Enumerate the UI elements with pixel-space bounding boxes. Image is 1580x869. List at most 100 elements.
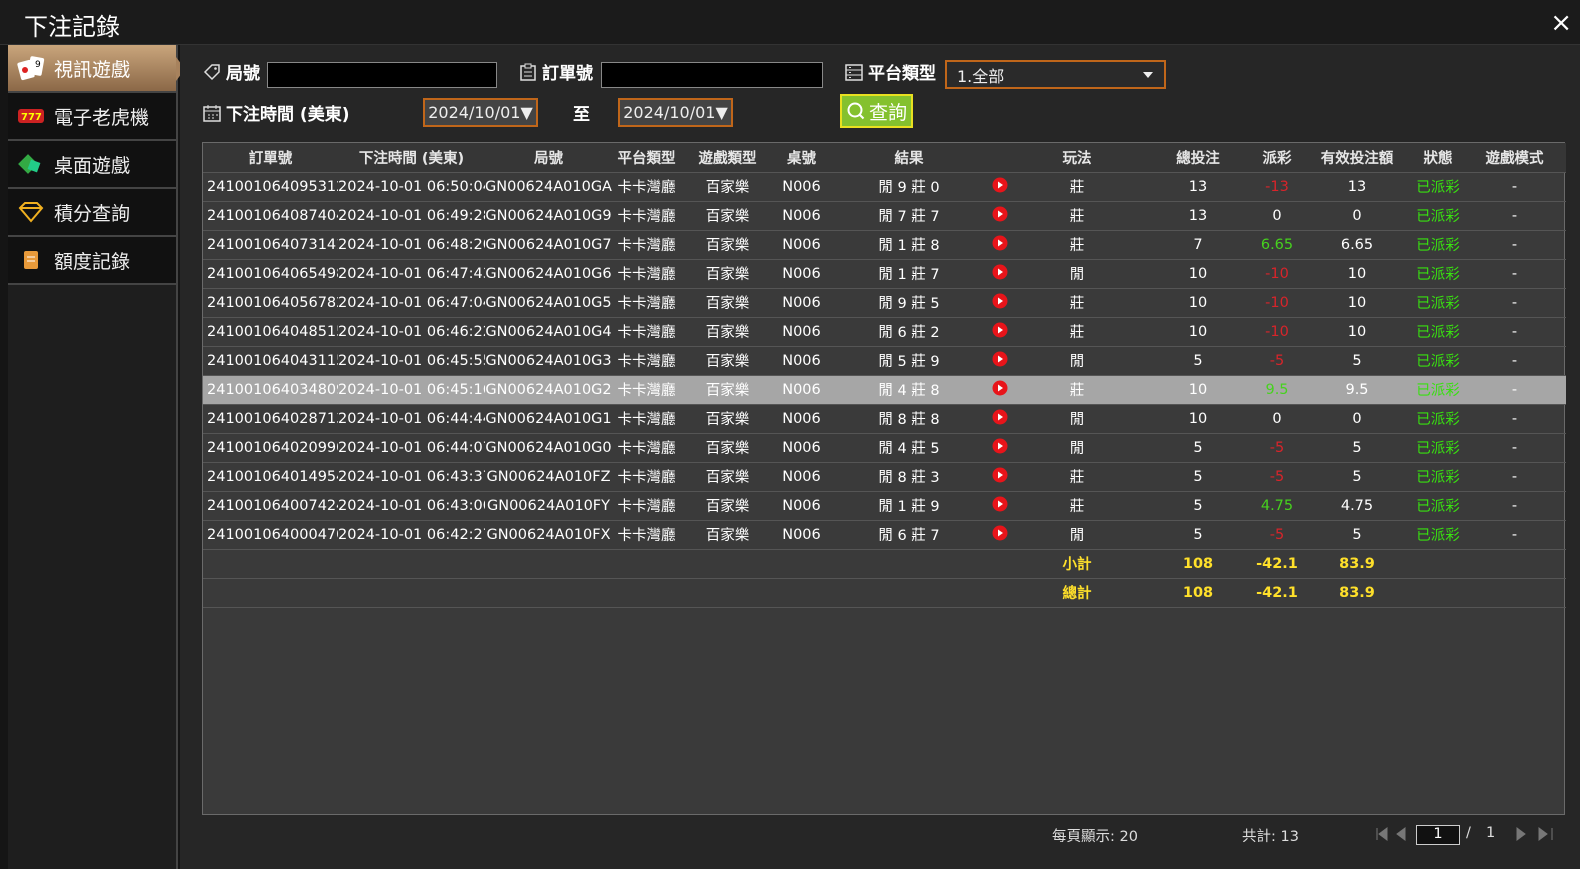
table-cell: 241001064056782 <box>203 288 338 318</box>
table-cell: 已派彩 <box>1413 491 1463 521</box>
sidebar-item[interactable]: 777 電子老虎機 <box>8 93 176 141</box>
table-cell: 閒 6 莊 7 <box>829 520 989 550</box>
table-cell: 百家樂 <box>681 172 774 202</box>
table-cell: 百家樂 <box>681 259 774 289</box>
table-cell: 241001064065498 <box>203 259 338 289</box>
table-cell: 閒 8 莊 8 <box>829 404 989 434</box>
table-cell: 卡卡灣廳 <box>612 230 681 260</box>
sidebar-item[interactable]: 桌面遊戲 <box>8 141 176 189</box>
table-cell: 0 <box>1301 404 1413 434</box>
play-icon[interactable] <box>992 293 1008 309</box>
table-cell: 2024-10-01 06:42:27 <box>338 520 485 550</box>
table-cell: - <box>1463 433 1566 463</box>
table-cell: 9.5 <box>1253 375 1301 405</box>
play-icon[interactable] <box>992 322 1008 338</box>
table-row: 241001064087404 2024-10-01 06:49:28 GN0062… <box>203 201 1566 231</box>
play-icon[interactable] <box>992 206 1008 222</box>
play-icon[interactable] <box>992 264 1008 280</box>
round-input[interactable] <box>267 62 497 88</box>
order-input[interactable] <box>601 62 823 88</box>
item-icon: 9 <box>17 56 45 81</box>
table-cell: 2024-10-01 06:47:43 <box>338 259 485 289</box>
total-label: 總計 <box>1011 578 1143 608</box>
play-video-cell <box>989 404 1011 434</box>
table-cell: N006 <box>774 201 829 231</box>
play-icon[interactable] <box>992 525 1008 541</box>
table-cell: 已派彩 <box>1413 462 1463 492</box>
table-cell: 4.75 <box>1301 491 1413 521</box>
table-cell: 6.65 <box>1253 230 1301 260</box>
table-cell: 10 <box>1143 317 1253 347</box>
total-row: 總計 108 -42.1 83.9 <box>203 578 1566 608</box>
table-cell: 卡卡灣廳 <box>612 491 681 521</box>
page-separator: / <box>1466 825 1471 841</box>
table-cell: GN00624A010FZ <box>485 462 612 492</box>
prev-buttons[interactable] <box>1375 826 1415 842</box>
next-buttons[interactable] <box>1515 826 1555 842</box>
query-button[interactable]: 查詢 <box>840 94 913 128</box>
play-icon[interactable] <box>992 467 1008 483</box>
play-icon[interactable] <box>992 235 1008 251</box>
item-text: 視訊遊戲 <box>54 58 131 81</box>
play-icon[interactable] <box>992 380 1008 396</box>
table-cell: 卡卡灣廳 <box>612 172 681 202</box>
play-video-cell <box>989 172 1011 202</box>
table-cell: 莊 <box>1011 317 1143 347</box>
play-video-cell <box>989 433 1011 463</box>
window-title: 下注記錄 <box>24 13 120 41</box>
table-row: 241001064065498 2024-10-01 06:47:43 GN0062… <box>203 259 1566 289</box>
sidebar-item[interactable]: 積分查詢 <box>8 189 176 237</box>
table-cell: 莊 <box>1011 491 1143 521</box>
table-cell: 5 <box>1143 433 1253 463</box>
item-text: 積分查詢 <box>54 202 131 225</box>
total-payout: -42.1 <box>1253 578 1301 608</box>
play-icon[interactable] <box>992 351 1008 367</box>
table-cell: 2024-10-01 06:46:22 <box>338 317 485 347</box>
table-cell: -10 <box>1253 259 1301 289</box>
sidebar-item[interactable]: 額度記錄 <box>8 237 176 285</box>
play-icon[interactable] <box>992 438 1008 454</box>
blank-cell <box>1413 578 1566 608</box>
play-icon[interactable] <box>992 409 1008 425</box>
column-header: 局號 <box>485 143 612 173</box>
page-input[interactable]: 1 <box>1416 825 1460 845</box>
table-cell: 卡卡灣廳 <box>612 346 681 376</box>
sidebar: 9 視訊遊戲 777 電子老虎機 桌面遊戲積分查詢額度記錄 <box>8 45 185 869</box>
table-cell: 百家樂 <box>681 288 774 318</box>
table-cell: 2024-10-01 06:43:37 <box>338 462 485 492</box>
table-cell: 已派彩 <box>1413 433 1463 463</box>
platform-label: 平台類型 <box>844 59 936 84</box>
item-text: 電子老虎機 <box>54 106 150 129</box>
table-cell: 2024-10-01 06:49:28 <box>338 201 485 231</box>
table-cell: 已派彩 <box>1413 172 1463 202</box>
order-label: 訂單號 <box>518 59 593 84</box>
table-row: 241001064048515 2024-10-01 06:46:22 GN0062… <box>203 317 1566 347</box>
play-icon[interactable] <box>992 177 1008 193</box>
table-cell: 2024-10-01 06:48:20 <box>338 230 485 260</box>
play-icon[interactable] <box>992 496 1008 512</box>
table-cell: 百家樂 <box>681 346 774 376</box>
date-to[interactable]: 2024/10/01▼ <box>618 98 733 127</box>
table-cell: - <box>1463 201 1566 231</box>
table-cell: 5 <box>1143 346 1253 376</box>
sidebar-item[interactable]: 9 視訊遊戲 <box>8 45 185 93</box>
title-bar: 下注記錄 × <box>0 0 1580 45</box>
per-page: 每頁顯示: 20 <box>1052 829 1138 845</box>
date-from[interactable]: 2024/10/01▼ <box>423 98 538 127</box>
table-cell: 閒 5 莊 9 <box>829 346 989 376</box>
table-cell: 10 <box>1143 259 1253 289</box>
table-cell: 卡卡灣廳 <box>612 433 681 463</box>
table-cell: -13 <box>1253 172 1301 202</box>
table-cell: 9.5 <box>1301 375 1413 405</box>
close-button[interactable]: × <box>1550 8 1572 38</box>
table-cell: -5 <box>1253 462 1301 492</box>
table-cell: N006 <box>774 491 829 521</box>
subtotal-total: 108 <box>1143 549 1253 579</box>
table-cell: 已派彩 <box>1413 259 1463 289</box>
total-valid: 83.9 <box>1301 578 1413 608</box>
column-header: 下注時間 (美東) <box>338 143 485 173</box>
table-cell: 百家樂 <box>681 404 774 434</box>
table-cell: 241001064073141 <box>203 230 338 260</box>
platform-select[interactable]: 1.全部 <box>945 60 1166 89</box>
table-cell: N006 <box>774 433 829 463</box>
